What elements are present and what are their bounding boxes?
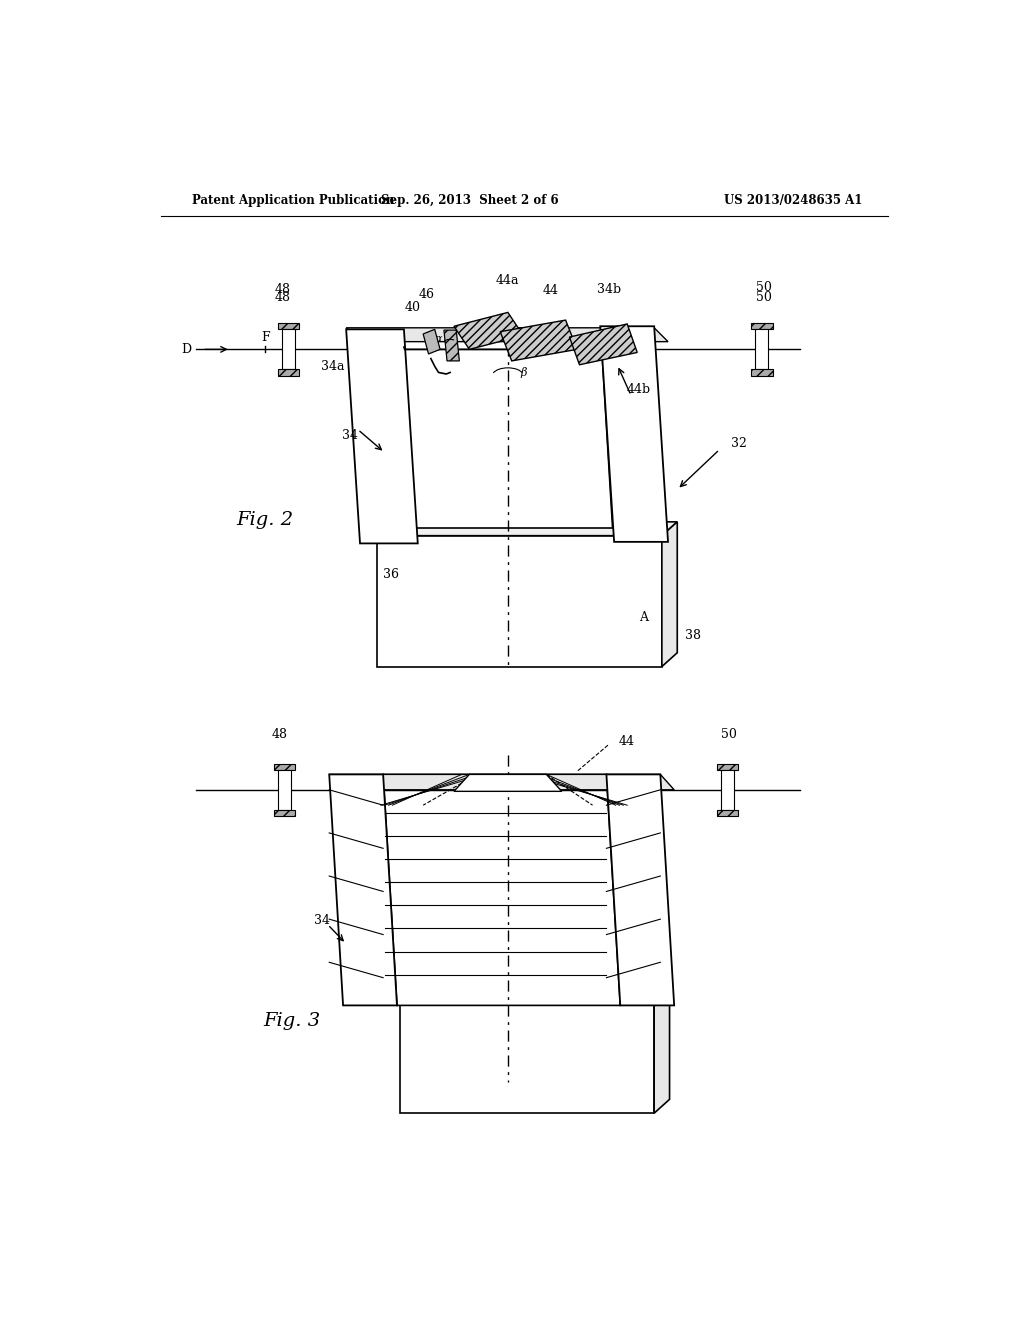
Text: 44a: 44a	[496, 273, 519, 286]
Text: 48: 48	[275, 282, 291, 296]
Polygon shape	[377, 521, 677, 536]
Polygon shape	[717, 810, 738, 816]
Polygon shape	[400, 983, 670, 998]
Text: 50: 50	[721, 727, 737, 741]
Text: 50: 50	[756, 290, 771, 304]
Polygon shape	[454, 775, 562, 792]
Text: 44: 44	[543, 284, 559, 297]
Polygon shape	[377, 536, 662, 667]
Polygon shape	[330, 775, 674, 789]
Polygon shape	[444, 330, 460, 360]
Polygon shape	[404, 350, 612, 528]
Text: 34: 34	[313, 915, 330, 927]
Text: US 2013/0248635 A1: US 2013/0248635 A1	[724, 194, 862, 207]
Text: 44: 44	[618, 735, 635, 748]
Text: F: F	[261, 330, 269, 343]
Text: 38: 38	[685, 630, 700, 643]
Polygon shape	[606, 775, 674, 1006]
Polygon shape	[273, 763, 295, 770]
Polygon shape	[752, 370, 773, 376]
Polygon shape	[279, 770, 291, 810]
Text: Fig. 2: Fig. 2	[237, 511, 294, 529]
Polygon shape	[752, 323, 773, 330]
Polygon shape	[717, 763, 738, 770]
Text: 48: 48	[275, 290, 291, 304]
Text: Fig. 3: Fig. 3	[264, 1012, 321, 1030]
Polygon shape	[500, 321, 578, 360]
Polygon shape	[346, 327, 668, 342]
Text: 48: 48	[271, 727, 287, 741]
Text: 46: 46	[419, 288, 435, 301]
Polygon shape	[278, 370, 299, 376]
Text: 34: 34	[342, 429, 358, 442]
Text: 34a: 34a	[321, 360, 344, 372]
Polygon shape	[756, 330, 768, 370]
Polygon shape	[330, 775, 397, 1006]
Text: Patent Application Publication: Patent Application Publication	[193, 194, 394, 207]
Polygon shape	[662, 521, 677, 667]
Polygon shape	[654, 983, 670, 1113]
Text: 40: 40	[404, 301, 421, 314]
Polygon shape	[400, 998, 654, 1113]
Text: 34b: 34b	[597, 282, 622, 296]
Polygon shape	[278, 323, 299, 330]
Polygon shape	[600, 326, 668, 543]
Polygon shape	[282, 330, 295, 370]
Polygon shape	[346, 330, 418, 544]
Text: 32: 32	[731, 437, 746, 450]
Polygon shape	[569, 323, 637, 364]
Text: 50: 50	[756, 281, 771, 294]
Polygon shape	[383, 775, 621, 1006]
Text: Sep. 26, 2013  Sheet 2 of 6: Sep. 26, 2013 Sheet 2 of 6	[381, 194, 558, 207]
Text: α: α	[435, 334, 442, 345]
Text: β: β	[520, 367, 526, 378]
Polygon shape	[721, 770, 734, 810]
Polygon shape	[454, 313, 523, 350]
Text: 36: 36	[383, 568, 398, 581]
Text: 44b: 44b	[627, 383, 651, 396]
Polygon shape	[273, 810, 295, 816]
Polygon shape	[423, 330, 440, 354]
Text: D: D	[181, 343, 191, 356]
Text: A: A	[639, 611, 648, 624]
